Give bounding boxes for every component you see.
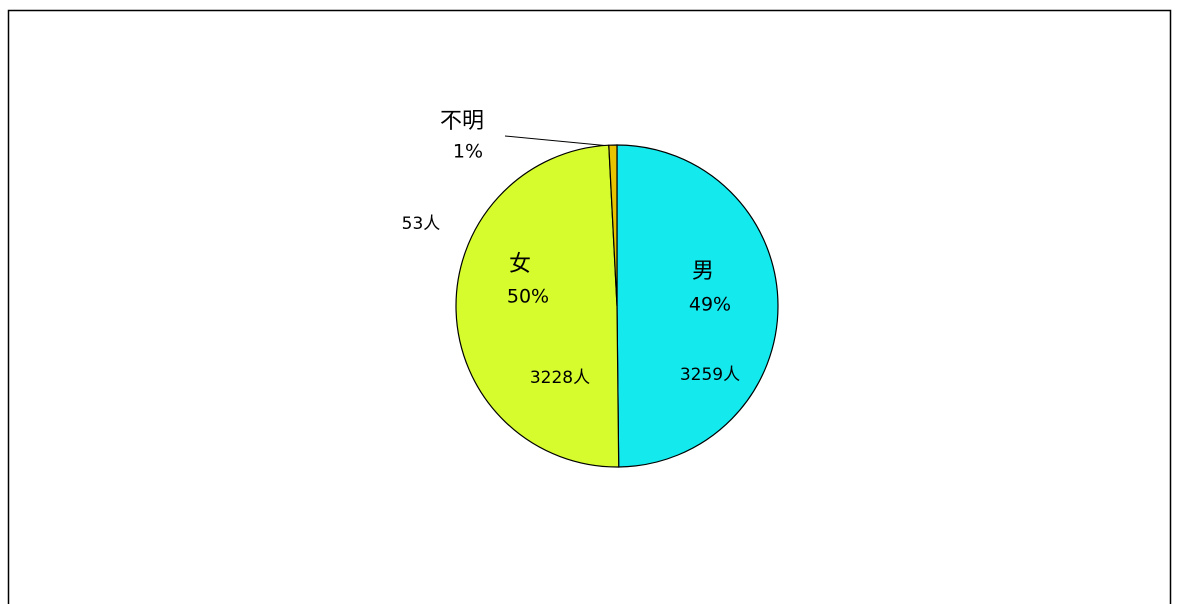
- category-label: 男: [692, 259, 714, 284]
- percent-label: 50%: [507, 286, 549, 308]
- value-label: 53人: [402, 214, 441, 234]
- pie-slice: [455, 144, 620, 468]
- percent-label: 49%: [689, 294, 731, 316]
- value-label: 3228人: [530, 368, 590, 388]
- category-label: 女: [509, 252, 531, 277]
- pie-slice: [616, 144, 779, 468]
- percent-label: 1%: [453, 141, 483, 163]
- value-label: 3259人: [680, 365, 740, 385]
- leader-line: [504, 135, 611, 147]
- pie-slice: [608, 144, 618, 307]
- category-label: 不明: [440, 109, 484, 134]
